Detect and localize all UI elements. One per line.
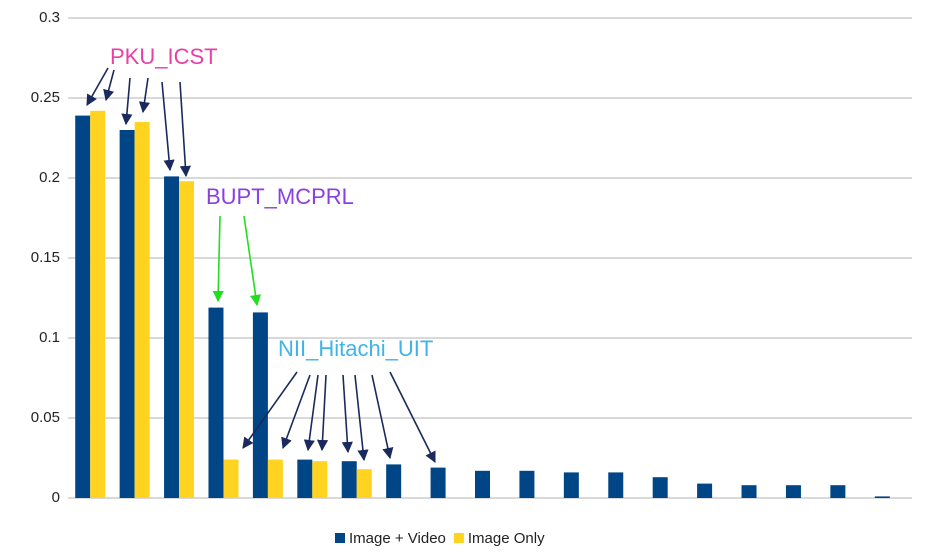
bar <box>341 461 357 498</box>
bar <box>563 472 579 498</box>
bar <box>134 122 150 498</box>
bar <box>652 477 668 498</box>
plot-area: 0 0.05 0.1 0.15 0.2 0.25 0.3 <box>31 9 912 506</box>
bar <box>119 130 135 498</box>
bar <box>164 176 180 498</box>
bar <box>267 459 283 498</box>
y-tick-label: 0.15 <box>31 249 60 266</box>
bar <box>179 181 195 498</box>
bar <box>608 472 624 498</box>
y-tick-label: 0.25 <box>31 89 60 106</box>
annotation: BUPT_MCPRL <box>206 184 354 209</box>
bar <box>741 485 757 498</box>
bar <box>475 470 490 498</box>
annotation: NII_Hitachi_UIT <box>278 336 433 361</box>
bar <box>75 115 91 498</box>
bar <box>90 110 106 499</box>
bar <box>356 469 372 498</box>
annotation-arrows <box>86 67 436 464</box>
bar <box>697 483 713 498</box>
bar <box>386 464 402 498</box>
bar <box>297 459 313 498</box>
bar <box>785 485 801 498</box>
legend-swatch <box>453 533 464 543</box>
bar <box>208 307 224 498</box>
bar <box>519 470 535 498</box>
bar <box>252 312 268 498</box>
y-tick-label: 0.05 <box>31 409 60 426</box>
y-tick-label: 0.2 <box>39 169 60 186</box>
legend-label: Image + Video <box>349 530 446 547</box>
y-tick-label: 0 <box>52 489 60 506</box>
bar <box>430 467 446 498</box>
legend: Image + Video Image Only <box>335 530 545 547</box>
bar <box>223 459 239 498</box>
legend-label: Image Only <box>468 530 545 547</box>
y-tick-label: 0.3 <box>39 9 60 26</box>
legend-swatch <box>335 533 345 543</box>
y-tick-label: 0.1 <box>39 329 60 346</box>
annotation: PKU_ICST <box>110 44 218 69</box>
bar <box>830 485 846 498</box>
bar <box>874 496 890 498</box>
bar <box>312 461 328 498</box>
